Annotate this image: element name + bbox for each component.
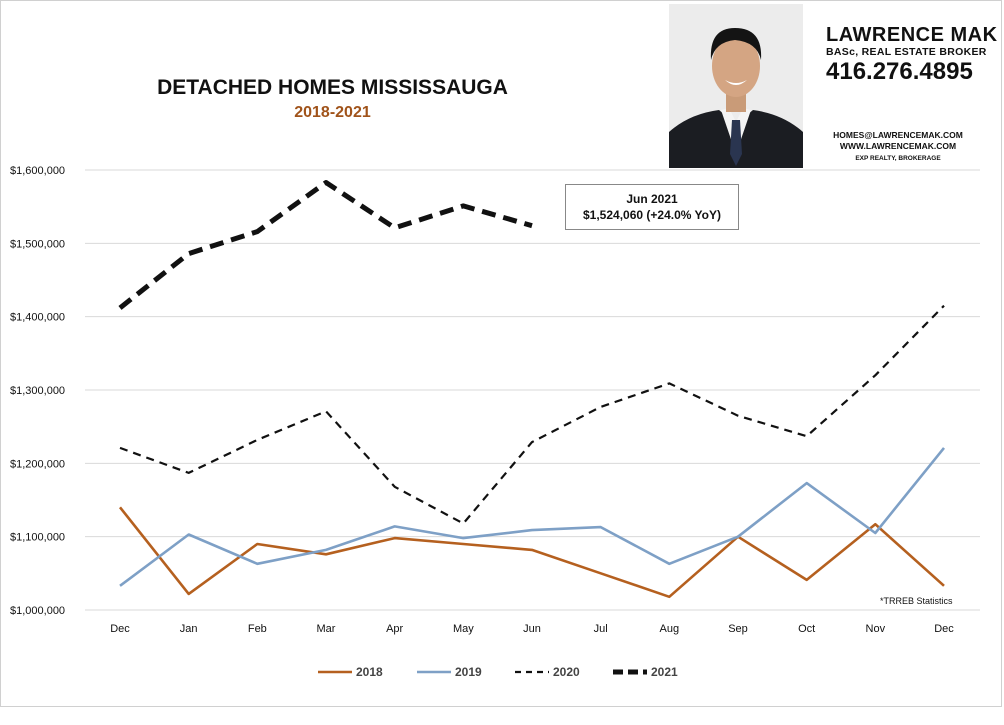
y-tick-label: $1,500,000 <box>10 238 65 250</box>
x-axis: Dec Jan Feb Mar Apr May Jun Jul Aug Sep Oct Nov Dec <box>110 623 954 635</box>
legend-label-2021: 2021 <box>651 665 678 679</box>
x-tick-label: Mar <box>317 623 336 635</box>
source-note: *TRREB Statistics <box>880 596 953 606</box>
y-tick-label: $1,200,000 <box>10 458 65 470</box>
x-tick-label: May <box>453 623 474 635</box>
x-tick-label: Oct <box>798 623 815 635</box>
x-tick-label: Apr <box>386 623 403 635</box>
legend-label-2018: 2018 <box>356 665 383 679</box>
legend-label-2019: 2019 <box>455 665 482 679</box>
x-tick-label: Dec <box>934 623 954 635</box>
y-tick-label: $1,600,000 <box>10 165 65 177</box>
series-line-2018 <box>118 506 945 599</box>
agent-portrait-image <box>669 4 803 168</box>
jun-2021-callout: Jun 2021 $1,524,060 (+24.0% YoY) <box>565 184 739 230</box>
y-tick-label: $1,300,000 <box>10 385 65 397</box>
agent-credentials: BASc, REAL ESTATE BROKER <box>826 46 987 58</box>
callout-date: Jun 2021 <box>626 192 678 206</box>
agent-name: LAWRENCE MAK <box>826 24 998 46</box>
y-axis: $1,000,000 $1,100,000 $1,200,000 $1,300,000… <box>10 165 65 617</box>
y-tick-label: $1,100,000 <box>10 532 65 544</box>
series-line-2020 <box>119 304 945 525</box>
gridlines <box>85 169 980 611</box>
x-tick-label: Sep <box>728 623 748 635</box>
x-tick-label: Feb <box>248 623 267 635</box>
x-tick-label: Jan <box>180 623 198 635</box>
legend: 2018 2019 2020 2021 <box>318 665 678 679</box>
x-tick-label: Dec <box>110 623 130 635</box>
y-tick-label: $1,000,000 <box>10 605 65 617</box>
chart-frame <box>0 0 1002 707</box>
legend-label-2020: 2020 <box>553 665 580 679</box>
series-line-2019 <box>119 447 946 587</box>
agent-website: WWW.LAWRENCEMAK.COM <box>839 141 957 151</box>
agent-brokerage: EXP REALTY, BROKERAGE <box>855 155 941 162</box>
callout-value: $1,524,060 (+24.0% YoY) <box>583 208 721 222</box>
y-tick-label: $1,400,000 <box>10 312 65 324</box>
x-tick-label: Aug <box>660 623 680 635</box>
series-lines <box>118 180 946 599</box>
x-tick-label: Jun <box>523 623 541 635</box>
x-tick-label: Nov <box>866 623 886 635</box>
agent-phone: 416.276.4895 <box>826 58 973 85</box>
series-line-2021 <box>118 180 533 310</box>
x-tick-label: Jul <box>594 623 608 635</box>
chart-title: DETACHED HOMES MISSISSAUGA <box>157 76 508 99</box>
agent-photo <box>669 4 803 168</box>
agent-email: HOMES@LAWRENCEMAK.COM <box>833 130 963 140</box>
chart-subtitle: 2018-2021 <box>294 104 371 121</box>
